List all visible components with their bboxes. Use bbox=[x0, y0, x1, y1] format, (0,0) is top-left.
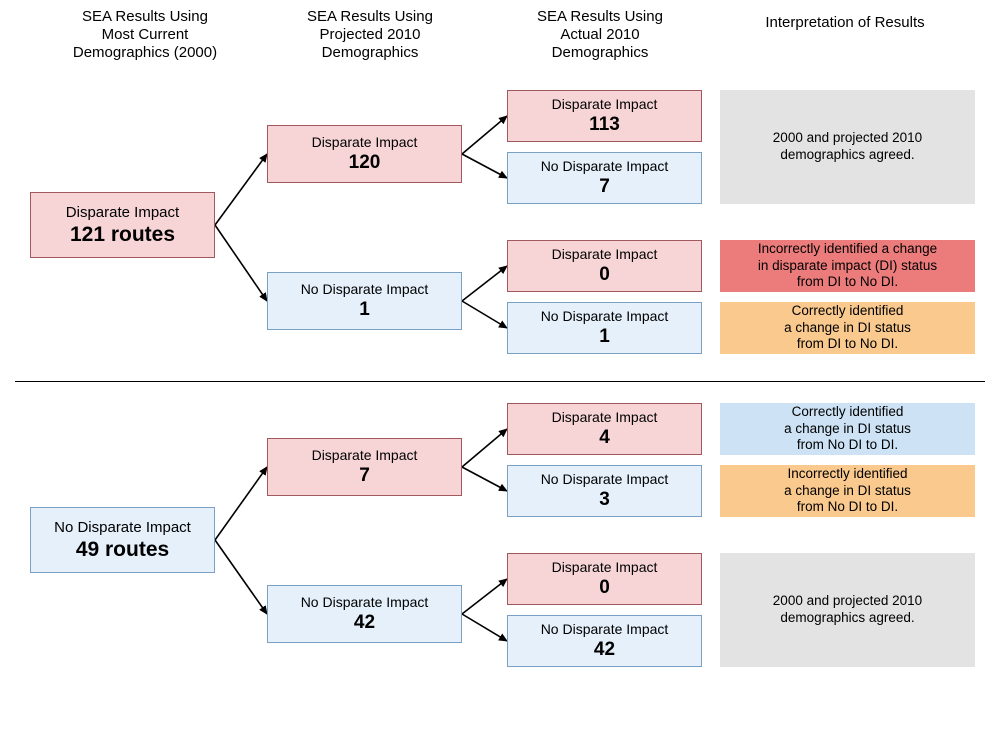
interp-I6: 2000 and projected 2010demographics agre… bbox=[720, 553, 975, 667]
node-L2d: No Disparate Impact 1 bbox=[507, 302, 702, 354]
section-divider bbox=[15, 381, 985, 382]
node-B1b: No Disparate Impact 42 bbox=[267, 585, 462, 643]
edge-B0a-B1b bbox=[215, 540, 267, 614]
node-label: No Disparate Impact bbox=[541, 621, 669, 637]
node-L2c: Disparate Impact 0 bbox=[507, 240, 702, 292]
node-value: 49 routes bbox=[76, 538, 169, 562]
node-value: 120 bbox=[349, 152, 381, 174]
node-value: 113 bbox=[589, 114, 620, 136]
edge-L1a-L2b bbox=[462, 154, 507, 178]
diagram-stage: SEA Results UsingMost CurrentDemographic… bbox=[0, 0, 1000, 750]
node-value: 1 bbox=[359, 299, 370, 321]
node-L0a: Disparate Impact 121 routes bbox=[30, 192, 215, 258]
edge-B1a-B2a bbox=[462, 429, 507, 467]
node-L2a: Disparate Impact 113 bbox=[507, 90, 702, 142]
interp-I4: Correctly identifieda change in DI statu… bbox=[720, 403, 975, 455]
edge-L0a-L1b bbox=[215, 225, 267, 301]
interp-I5: Incorrectly identifieda change in DI sta… bbox=[720, 465, 975, 517]
node-label: Disparate Impact bbox=[552, 409, 658, 425]
interp-I3: Correctly identifieda change in DI statu… bbox=[720, 302, 975, 354]
node-B2a: Disparate Impact 4 bbox=[507, 403, 702, 455]
node-B1a: Disparate Impact 7 bbox=[267, 438, 462, 496]
interp-I2: Incorrectly identified a changein dispar… bbox=[720, 240, 975, 292]
node-value: 4 bbox=[599, 427, 610, 449]
interp-I1: 2000 and projected 2010demographics agre… bbox=[720, 90, 975, 204]
edge-L1b-L2c bbox=[462, 266, 507, 301]
node-label: Disparate Impact bbox=[552, 96, 658, 112]
edge-B1a-B2b bbox=[462, 467, 507, 491]
node-value: 0 bbox=[599, 264, 610, 286]
node-label: Disparate Impact bbox=[552, 246, 658, 262]
node-value: 7 bbox=[599, 176, 610, 198]
edge-B0a-B1a bbox=[215, 467, 267, 540]
col-header-3: SEA Results UsingActual 2010Demographics bbox=[510, 8, 690, 62]
node-label: No Disparate Impact bbox=[54, 519, 191, 536]
node-L1a: Disparate Impact 120 bbox=[267, 125, 462, 183]
node-value: 7 bbox=[359, 465, 370, 487]
node-value: 1 bbox=[599, 326, 610, 348]
node-label: No Disparate Impact bbox=[541, 308, 669, 324]
node-B2c: Disparate Impact 0 bbox=[507, 553, 702, 605]
node-label: Disparate Impact bbox=[312, 134, 418, 150]
node-label: No Disparate Impact bbox=[541, 158, 669, 174]
edge-L0a-L1a bbox=[215, 154, 267, 225]
node-B0a: No Disparate Impact 49 routes bbox=[30, 507, 215, 573]
edge-B1b-B2c bbox=[462, 579, 507, 614]
node-label: Disparate Impact bbox=[552, 559, 658, 575]
node-label: Disparate Impact bbox=[66, 204, 179, 221]
col-header-1: SEA Results UsingMost CurrentDemographic… bbox=[55, 8, 235, 62]
node-label: Disparate Impact bbox=[312, 447, 418, 463]
edge-B1b-B2d bbox=[462, 614, 507, 641]
node-value: 42 bbox=[594, 639, 615, 661]
node-value: 3 bbox=[599, 489, 610, 511]
node-L1b: No Disparate Impact 1 bbox=[267, 272, 462, 330]
node-label: No Disparate Impact bbox=[301, 281, 429, 297]
col-header-2: SEA Results UsingProjected 2010Demograph… bbox=[280, 8, 460, 62]
col-header-4: Interpretation of Results bbox=[745, 14, 945, 32]
node-L2b: No Disparate Impact 7 bbox=[507, 152, 702, 204]
edge-L1b-L2d bbox=[462, 301, 507, 328]
node-value: 0 bbox=[599, 577, 610, 599]
edge-L1a-L2a bbox=[462, 116, 507, 154]
node-value: 121 routes bbox=[70, 223, 175, 247]
node-B2d: No Disparate Impact 42 bbox=[507, 615, 702, 667]
node-B2b: No Disparate Impact 3 bbox=[507, 465, 702, 517]
node-label: No Disparate Impact bbox=[301, 594, 429, 610]
node-value: 42 bbox=[354, 612, 375, 634]
node-label: No Disparate Impact bbox=[541, 471, 669, 487]
